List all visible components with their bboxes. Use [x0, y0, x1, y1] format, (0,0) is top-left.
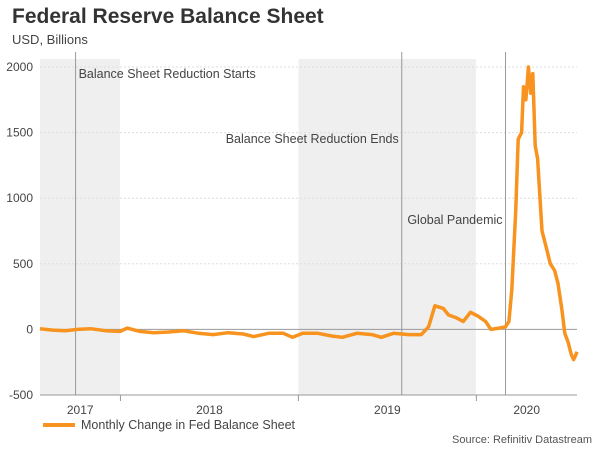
y-tick-label: 500 — [13, 257, 33, 271]
x-tick-label: 2018 — [196, 403, 223, 417]
series-line-monthly-change — [39, 65, 579, 362]
y-tick-label: 1500 — [6, 126, 33, 140]
y-tick-label: 1000 — [6, 191, 33, 205]
source-note: Source: Refinitiv Datastream — [452, 434, 592, 446]
y-tick-label: -500 — [9, 388, 33, 402]
event-annotation: Balance Sheet Reduction Starts — [79, 67, 256, 81]
x-tick-label: 2020 — [513, 403, 540, 417]
chart-subtitle: USD, Billions — [12, 32, 88, 47]
legend-label: Monthly Change in Fed Balance Sheet — [81, 418, 296, 432]
event-annotation: Balance Sheet Reduction Ends — [226, 132, 399, 146]
x-tick-label: 2019 — [374, 403, 401, 417]
shaded-period — [298, 59, 476, 395]
chart-title: Federal Reserve Balance Sheet — [12, 5, 324, 28]
legend: Monthly Change in Fed Balance Sheet — [43, 418, 295, 432]
event-annotation: Global Pandemic — [407, 213, 502, 227]
legend-swatch — [43, 423, 75, 427]
y-tick-label: 0 — [26, 322, 33, 336]
x-tick-label: 2017 — [67, 403, 94, 417]
shaded-period — [40, 59, 120, 395]
y-tick-label: 2000 — [6, 60, 33, 74]
